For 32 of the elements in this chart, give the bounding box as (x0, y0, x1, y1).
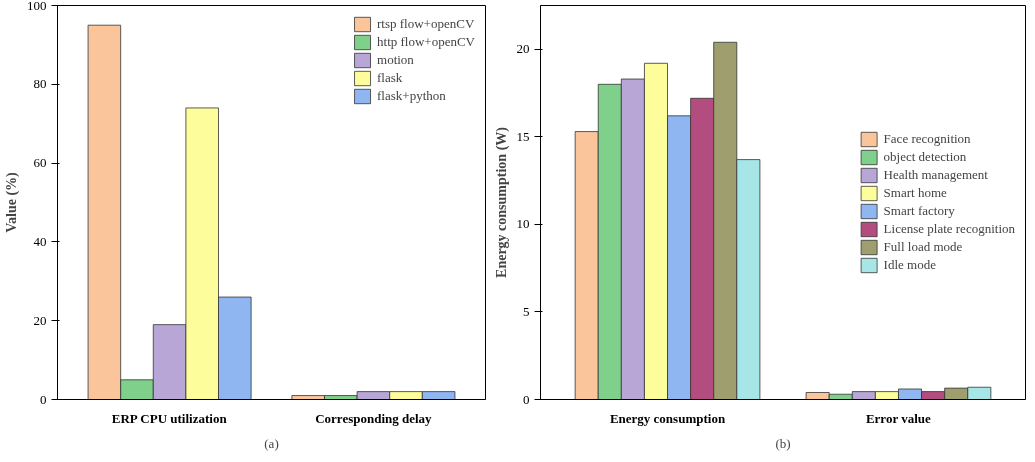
x-tick-label: ERP CPU utilization (111, 410, 228, 426)
text: (b) (775, 435, 791, 451)
x-tick-label: Error value (865, 410, 932, 426)
y-tick-label: 20 (33, 312, 47, 328)
legend-label: Smart home (883, 184, 947, 202)
y-tick-label: 5 (523, 303, 530, 319)
legend-label: Health management (883, 166, 988, 184)
legend-label: Face recognition (883, 130, 971, 148)
legend-label: Smart factory (883, 202, 955, 220)
y-tick-label: 10 (516, 216, 530, 232)
y-tick-label: 20 (516, 41, 530, 57)
y-tick-label: 80 (33, 76, 47, 92)
y-tick-label: 0 (523, 391, 530, 407)
legend-label: http flow+openCV (377, 33, 475, 51)
legend-label: flask+python (377, 87, 446, 105)
legend-label: flask (377, 69, 403, 87)
x-tick-label: Corresponding delay (315, 410, 433, 426)
legend-label: Idle mode (883, 256, 936, 274)
y-axis-title: Value (%) (4, 171, 20, 233)
legend-label: object detection (883, 148, 967, 166)
legend-label: Full load mode (883, 238, 963, 256)
legend-label: motion (377, 51, 414, 69)
text: (a) (264, 435, 279, 451)
x-tick-label: Energy consumption (609, 410, 726, 426)
y-tick-label: 40 (33, 233, 47, 249)
legend-label: License plate recognition (883, 220, 1015, 238)
y-axis-title: Energy consumption (W) (493, 126, 510, 278)
legend-label: rtsp flow+openCV (377, 15, 475, 33)
y-tick-label: 100 (27, 0, 47, 13)
y-tick-label: 60 (33, 155, 47, 171)
y-tick-label: 15 (516, 128, 530, 144)
y-tick-label: 0 (40, 391, 47, 407)
